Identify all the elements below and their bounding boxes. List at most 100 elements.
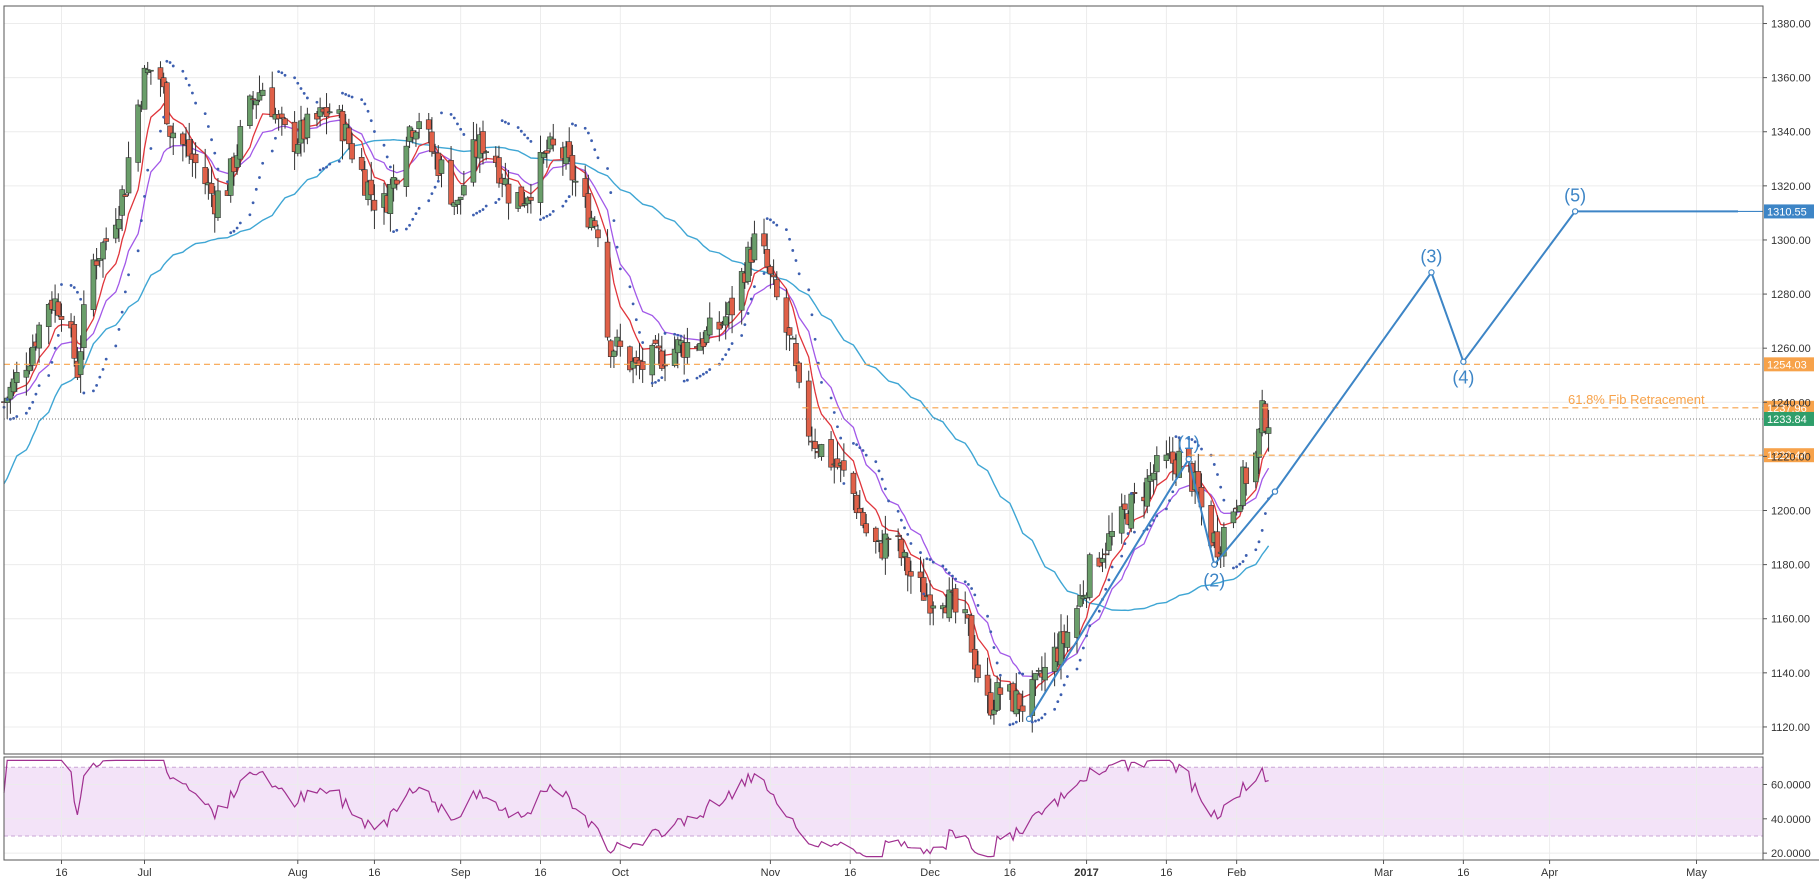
candle-body[interactable] <box>882 533 889 559</box>
candle-body[interactable] <box>783 297 790 333</box>
candle-body[interactable] <box>572 180 579 183</box>
candle-body[interactable] <box>125 157 132 194</box>
candle-body[interactable] <box>920 577 927 601</box>
candle-body[interactable] <box>793 343 799 367</box>
candle-body[interactable] <box>448 160 454 205</box>
candle-body[interactable] <box>751 233 758 261</box>
candle-body[interactable] <box>346 127 352 145</box>
candle-body[interactable] <box>279 113 285 119</box>
candle-body[interactable] <box>722 316 729 326</box>
candle-body[interactable] <box>1154 455 1160 473</box>
candle-body[interactable] <box>1128 493 1135 529</box>
candle-body[interactable] <box>167 125 173 137</box>
candle-body[interactable] <box>1086 554 1093 598</box>
wave-pivot-point[interactable] <box>1211 561 1218 568</box>
candle-body[interactable] <box>1077 595 1083 607</box>
candle-body[interactable] <box>349 143 355 160</box>
candle-body[interactable] <box>649 344 656 376</box>
candle-body[interactable] <box>786 327 793 336</box>
candle-body[interactable] <box>1029 679 1036 716</box>
candle-body[interactable] <box>764 249 771 268</box>
candle-body[interactable] <box>968 615 975 653</box>
candle-body[interactable] <box>135 104 141 163</box>
candle-body[interactable] <box>729 297 735 316</box>
candle-body[interactable] <box>170 132 177 139</box>
candle-body[interactable] <box>917 571 924 578</box>
candle-body[interactable] <box>738 271 745 311</box>
candle-body[interactable] <box>828 439 834 468</box>
candle-body[interactable] <box>987 692 994 716</box>
candle-body[interactable] <box>160 77 167 88</box>
candle-body[interactable] <box>706 317 713 336</box>
candle-body[interactable] <box>259 89 266 96</box>
candle-body[interactable] <box>1032 673 1039 681</box>
candle-body[interactable] <box>457 196 464 200</box>
candle-body[interactable] <box>662 364 668 367</box>
candle-body[interactable] <box>773 279 780 298</box>
candle-body[interactable] <box>1256 428 1262 458</box>
candle-body[interactable] <box>671 348 678 366</box>
candle-body[interactable] <box>857 508 863 514</box>
candle-body[interactable] <box>256 92 263 101</box>
candle-body[interactable] <box>927 594 933 614</box>
candle-body[interactable] <box>1150 472 1157 481</box>
candle-body[interactable] <box>607 340 614 358</box>
candle-body[interactable] <box>1198 486 1205 508</box>
candle-body[interactable] <box>1243 467 1250 484</box>
candlestick-series[interactable] <box>1 61 1272 733</box>
candle-body[interactable] <box>387 184 394 214</box>
candle-body[interactable] <box>90 259 97 311</box>
candle-body[interactable] <box>1074 608 1080 638</box>
candle-body[interactable] <box>904 557 911 576</box>
candle-body[interactable] <box>208 183 215 194</box>
candle-body[interactable] <box>304 113 311 139</box>
wave-pivot-point[interactable] <box>1025 715 1033 723</box>
candle-body[interactable] <box>429 131 435 153</box>
candle-body[interactable] <box>26 365 33 372</box>
candle-body[interactable] <box>1102 553 1109 556</box>
candle-body[interactable] <box>537 152 544 203</box>
candle-body[interactable] <box>876 540 882 542</box>
candle-body[interactable] <box>908 571 914 577</box>
candle-body[interactable] <box>371 199 378 211</box>
candle-body[interactable] <box>850 472 857 494</box>
candle-body[interactable] <box>604 241 611 338</box>
candle-body[interactable] <box>1064 631 1071 648</box>
candle-body[interactable] <box>502 178 509 185</box>
candle-body[interactable] <box>29 346 36 366</box>
wave-pivot-point[interactable] <box>1428 269 1435 276</box>
candle-body[interactable] <box>1221 527 1227 557</box>
candle-body[interactable] <box>1169 451 1176 464</box>
candle-body[interactable] <box>761 233 767 247</box>
candle-body[interactable] <box>550 138 557 146</box>
candle-body[interactable] <box>480 131 486 154</box>
candle-body[interactable] <box>13 372 20 383</box>
candle-body[interactable] <box>36 324 42 349</box>
candle-body[interactable] <box>582 178 588 197</box>
candle-body[interactable] <box>930 605 937 609</box>
candle-body[interactable] <box>71 324 78 359</box>
candle-body[interactable] <box>585 193 592 228</box>
candle-body[interactable] <box>368 179 375 196</box>
candle-body[interactable] <box>946 589 953 619</box>
candle-body[interactable] <box>617 340 624 347</box>
candle-body[interactable] <box>971 648 978 670</box>
candle-body[interactable] <box>895 535 901 537</box>
candle-body[interactable] <box>438 159 445 174</box>
candle-body[interactable] <box>253 100 260 106</box>
candle-body[interactable] <box>454 199 461 205</box>
candle-body[interactable] <box>81 304 87 348</box>
candle-body[interactable] <box>841 460 847 471</box>
candle-body[interactable] <box>952 588 959 613</box>
candle-body[interactable] <box>975 664 981 679</box>
wave-pivot-point[interactable] <box>1271 488 1279 495</box>
candle-body[interactable] <box>984 674 991 696</box>
candle-body[interactable] <box>461 185 467 196</box>
candle-body[interactable] <box>119 189 125 216</box>
candle-body[interactable] <box>991 709 997 715</box>
candle-body[interactable] <box>595 229 601 239</box>
candle-body[interactable] <box>770 274 777 278</box>
candle-body[interactable] <box>1118 506 1125 534</box>
candle-body[interactable] <box>863 523 870 534</box>
